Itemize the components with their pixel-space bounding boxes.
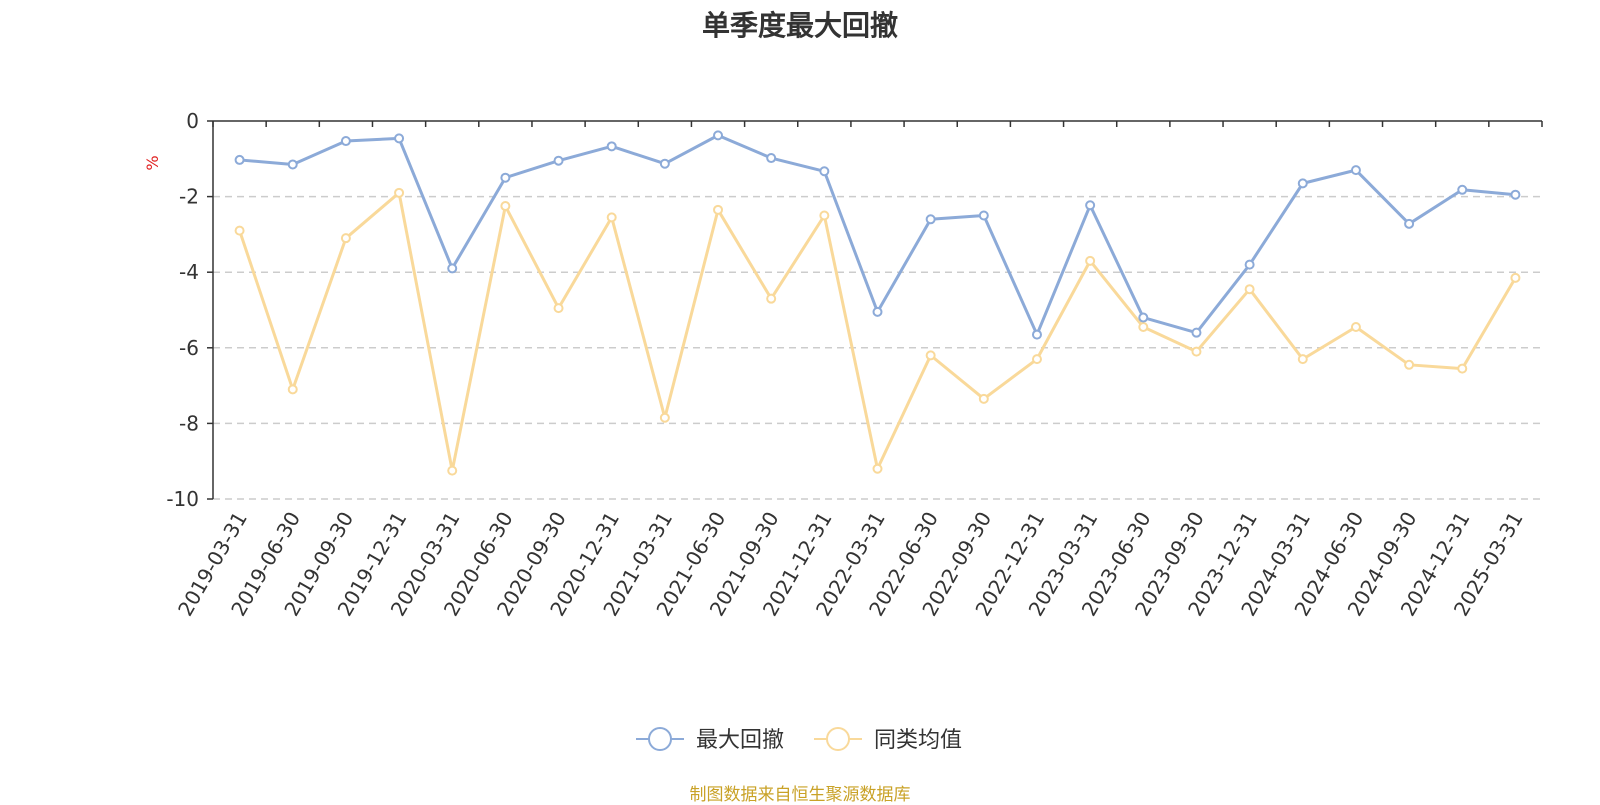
y-axis-unit: % <box>143 155 162 170</box>
data-point[interactable] <box>925 214 936 225</box>
axes: 0-2-4-6-8-10%2019-03-312019-06-302019-09… <box>143 109 1543 620</box>
data-point[interactable] <box>500 172 511 183</box>
legend-marker-icon <box>826 727 850 751</box>
data-point[interactable] <box>1510 272 1521 283</box>
data-point[interactable] <box>447 465 458 476</box>
source-note: 制图数据来自恒生聚源数据库 <box>689 785 911 805</box>
data-point[interactable] <box>766 293 777 304</box>
data-point[interactable] <box>340 233 351 244</box>
data-point[interactable] <box>1085 255 1096 266</box>
data-point[interactable] <box>819 210 830 221</box>
data-point[interactable] <box>872 463 883 474</box>
data-point[interactable] <box>1510 189 1521 200</box>
data-point[interactable] <box>1297 178 1308 189</box>
data-point[interactable] <box>340 136 351 147</box>
data-point[interactable] <box>1350 322 1361 333</box>
data-point[interactable] <box>1031 354 1042 365</box>
y-tick-label: -4 <box>179 260 199 284</box>
grid-lines <box>213 195 1542 500</box>
data-point[interactable] <box>1085 200 1096 211</box>
data-point[interactable] <box>553 155 564 166</box>
data-point[interactable] <box>1031 329 1042 340</box>
data-point[interactable] <box>1404 359 1415 370</box>
data-point[interactable] <box>1297 354 1308 365</box>
data-point[interactable] <box>1244 284 1255 295</box>
data-point[interactable] <box>606 212 617 223</box>
legend-label: 最大回撤 <box>696 728 784 753</box>
series-line <box>238 191 1517 473</box>
data-point[interactable] <box>553 303 564 314</box>
data-point[interactable] <box>713 204 724 215</box>
data-point[interactable] <box>1350 165 1361 176</box>
legend-label: 同类均值 <box>874 728 962 753</box>
data-point[interactable] <box>713 130 724 141</box>
data-point[interactable] <box>1457 184 1468 195</box>
data-point[interactable] <box>234 154 245 165</box>
data-point[interactable] <box>659 158 670 169</box>
y-tick-label: -8 <box>179 411 199 435</box>
legend-marker-icon <box>648 727 672 751</box>
data-point[interactable] <box>394 187 405 198</box>
data-point[interactable] <box>447 263 458 274</box>
series-lines <box>234 130 1521 476</box>
data-point[interactable] <box>925 350 936 361</box>
data-point[interactable] <box>766 153 777 164</box>
data-point[interactable] <box>659 412 670 423</box>
data-point[interactable] <box>1404 218 1415 229</box>
y-tick-label: -10 <box>166 487 199 511</box>
data-point[interactable] <box>872 306 883 317</box>
data-point[interactable] <box>287 159 298 170</box>
data-point[interactable] <box>394 133 405 144</box>
y-tick-label: -6 <box>179 336 199 360</box>
chart-title: 单季度最大回撤 <box>701 9 898 42</box>
data-point[interactable] <box>234 225 245 236</box>
data-point[interactable] <box>978 210 989 221</box>
data-point[interactable] <box>1244 259 1255 270</box>
data-point[interactable] <box>1191 327 1202 338</box>
data-point[interactable] <box>606 141 617 152</box>
data-point[interactable] <box>1191 346 1202 357</box>
data-point[interactable] <box>287 384 298 395</box>
legend[interactable]: 最大回撤 同类均值 <box>636 727 962 753</box>
data-point[interactable] <box>978 393 989 404</box>
data-point[interactable] <box>500 201 511 212</box>
y-tick-label: -2 <box>179 185 199 209</box>
data-point[interactable] <box>1457 363 1468 374</box>
data-point[interactable] <box>1138 312 1149 323</box>
data-point[interactable] <box>1138 322 1149 333</box>
series-line <box>239 133 1516 337</box>
legend-item[interactable]: 最大回撤 <box>636 727 784 753</box>
legend-item[interactable]: 同类均值 <box>814 727 962 753</box>
data-point[interactable] <box>819 166 830 177</box>
y-tick-label: 0 <box>186 109 199 133</box>
